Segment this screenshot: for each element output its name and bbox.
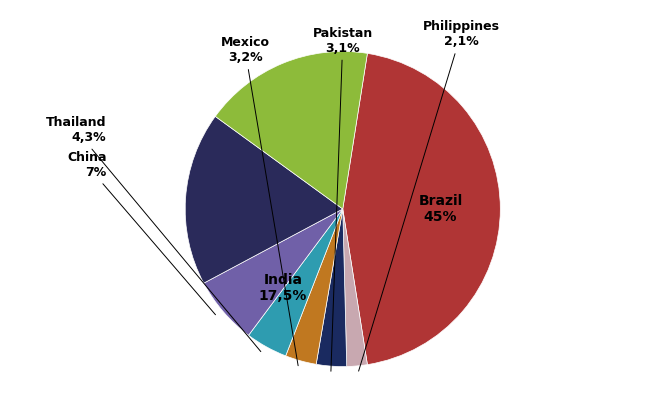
Wedge shape	[343, 209, 368, 367]
Wedge shape	[343, 54, 500, 364]
Wedge shape	[204, 209, 343, 335]
Text: Thailand
4,3%: Thailand 4,3%	[46, 116, 261, 352]
Wedge shape	[185, 116, 343, 283]
Wedge shape	[286, 209, 343, 364]
Text: Philippines
2,1%: Philippines 2,1%	[358, 20, 500, 371]
Text: India
17,5%: India 17,5%	[259, 273, 307, 303]
Text: Brazil
45%: Brazil 45%	[419, 194, 462, 224]
Wedge shape	[249, 209, 343, 356]
Text: Pakistan
3,1%: Pakistan 3,1%	[313, 27, 373, 371]
Text: China
7%: China 7%	[67, 151, 215, 315]
Wedge shape	[316, 209, 347, 367]
Wedge shape	[215, 51, 368, 209]
Text: Mexico
3,2%: Mexico 3,2%	[220, 36, 298, 366]
